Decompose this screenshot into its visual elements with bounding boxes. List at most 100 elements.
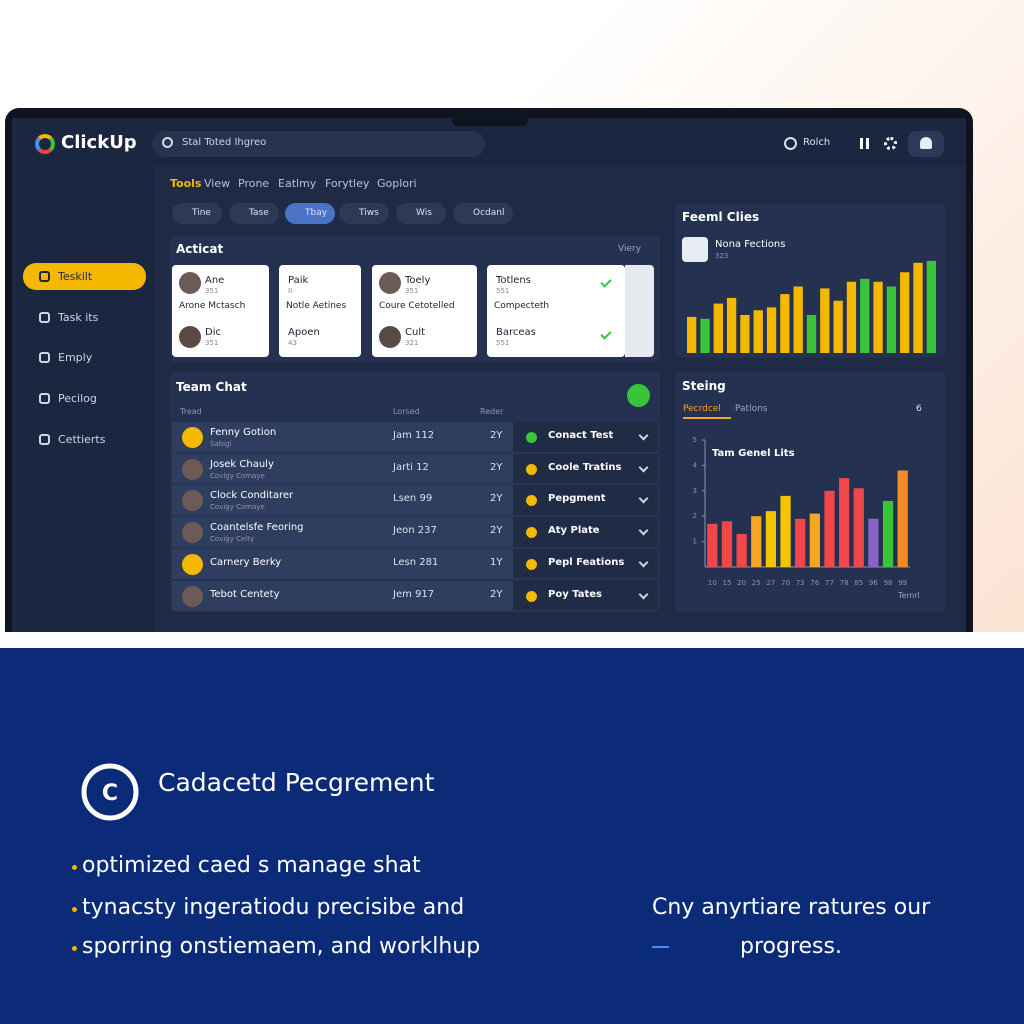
sidebar-active	[23, 263, 146, 290]
x-axis-label: Temrl	[898, 591, 920, 600]
x-tick-label: 78	[840, 579, 849, 587]
row-sub: Covigy Celty	[210, 535, 255, 544]
tab: Tools	[170, 177, 202, 190]
filter-label: Tase	[249, 208, 269, 218]
chart-title: Feeml Clies	[682, 210, 760, 224]
card-bottom: Cult	[405, 327, 426, 338]
row-date: Jem 917	[393, 588, 435, 600]
promo-icon-ring	[81, 763, 139, 821]
chat-row	[172, 453, 513, 485]
chat-row	[172, 422, 513, 453]
sidebar-item: Cettierts	[58, 433, 106, 446]
row-count: 2Y	[490, 588, 503, 600]
sidebar-icon	[39, 393, 50, 404]
card-top: Toely	[405, 275, 431, 286]
activity-title: Acticat	[176, 242, 224, 256]
tab: Forytley	[325, 177, 370, 190]
filter-pill	[339, 203, 389, 224]
settings-icon	[884, 137, 897, 150]
filter-label: Tiws	[359, 208, 379, 218]
card-bottom-sub: 43	[288, 339, 297, 347]
x-tick-label: 77	[825, 579, 834, 587]
chat-header: Tread	[180, 407, 202, 416]
card-bottom-sub: 551	[496, 339, 510, 347]
card-middle: Coure Cetotelled	[379, 301, 455, 311]
bar	[853, 488, 864, 567]
row-count: 2Y	[490, 525, 503, 537]
search-box	[152, 131, 485, 157]
bar	[820, 288, 830, 353]
promo-right: progress.	[740, 934, 842, 959]
bar	[707, 523, 718, 567]
bar	[686, 316, 697, 353]
legend-avatar	[682, 237, 708, 262]
tab: Eatlmy	[278, 177, 317, 190]
avatar	[379, 326, 401, 348]
status-dot	[526, 495, 537, 507]
filter-label: Tbay	[305, 208, 328, 218]
avatar-icon	[920, 137, 932, 149]
bar	[780, 294, 790, 353]
sidebar-item: Teskilt	[58, 270, 93, 283]
user-icon	[784, 137, 797, 150]
bar	[793, 286, 803, 353]
row-date: Lsen 99	[393, 493, 433, 505]
card-top: Totlens	[496, 275, 531, 286]
status-label: Pepgment	[548, 493, 606, 505]
row-avatar	[182, 522, 203, 544]
avatar	[379, 272, 401, 294]
chat-add-button	[627, 384, 650, 407]
status-label: Aty Plate	[548, 525, 600, 537]
status-row	[513, 453, 658, 485]
row-name: Carnery Berky	[210, 556, 282, 568]
promo-icon-letter: C	[102, 781, 118, 806]
avatar	[179, 326, 201, 348]
x-tick-label: 98	[884, 579, 893, 587]
bar	[860, 278, 870, 353]
card-top-sub: 551	[496, 287, 510, 295]
card-top-sub: 351	[205, 287, 219, 295]
bar	[806, 315, 817, 353]
x-tick-label: 25	[752, 579, 761, 587]
tab-underline	[683, 417, 731, 419]
sidebar-item: Pecilog	[58, 392, 97, 405]
chat-row	[172, 485, 513, 517]
bar	[753, 310, 763, 353]
bar	[713, 303, 723, 353]
bar	[740, 315, 750, 353]
y-tick-label: 5	[693, 436, 697, 444]
promo-bullet: tynacsty ingeratiodu precisibe and	[82, 895, 465, 920]
row-avatar	[182, 585, 203, 607]
card-top-sub: II	[288, 287, 293, 295]
bar	[795, 518, 806, 567]
status-label: Pepl Feations	[548, 556, 625, 568]
status-label: Coole Tratins	[548, 461, 622, 473]
row-count: 2Y	[490, 461, 503, 473]
x-tick-label: 73	[796, 579, 805, 587]
row-date: Lesn 281	[393, 556, 439, 568]
activity-card	[487, 265, 625, 357]
legend-label: Nona Fections	[715, 239, 786, 250]
row-date: Jeon 237	[393, 525, 437, 537]
tab: Prone	[238, 177, 270, 190]
status-dot	[526, 463, 537, 475]
filter-label: Ocdanl	[473, 208, 505, 218]
x-tick-label: 96	[869, 579, 878, 587]
card-top: Paik	[288, 275, 309, 286]
y-tick-label: 4	[693, 461, 698, 469]
chat-header: Lorsed	[393, 407, 420, 416]
bar	[873, 281, 883, 353]
status-row	[513, 422, 658, 453]
chart-count: 6	[916, 404, 922, 414]
chat-row	[172, 548, 513, 580]
row-name: Fenny Gotion	[210, 427, 277, 438]
bar	[809, 513, 820, 567]
bar	[886, 286, 897, 353]
promo-heading: Cadacetd Pecgrement	[158, 768, 435, 797]
bar	[882, 500, 894, 567]
bar	[726, 297, 737, 353]
tab: View	[204, 177, 231, 190]
pause-icon	[860, 138, 869, 149]
chart-tab: Patlons	[735, 404, 768, 414]
